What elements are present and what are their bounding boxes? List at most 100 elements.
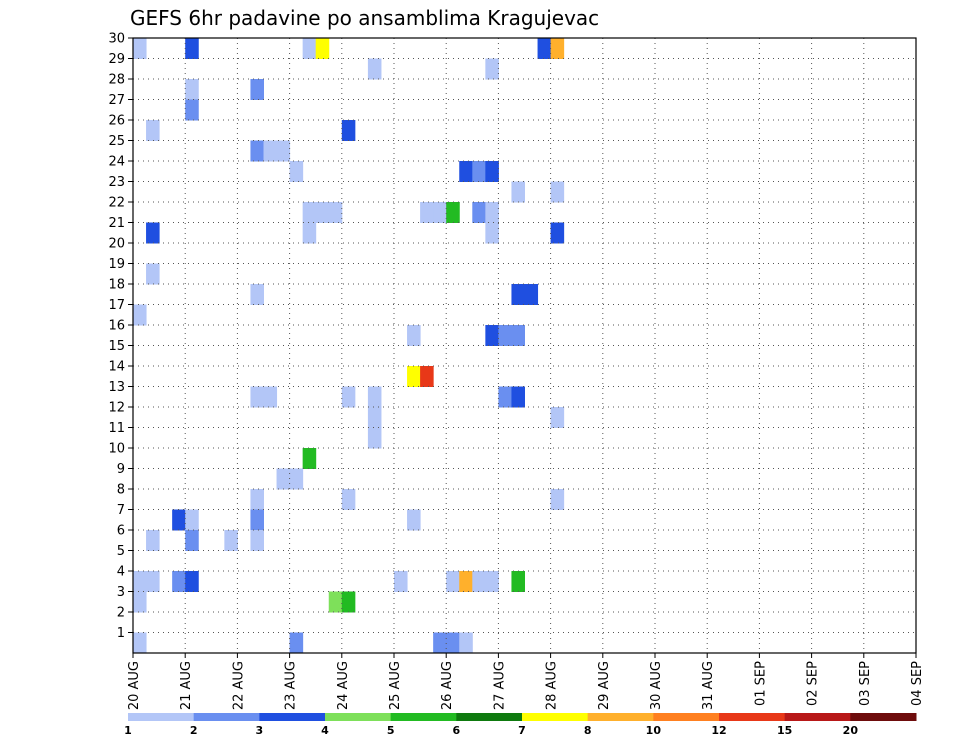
colorbar-label: 12: [711, 724, 726, 737]
heatmap-cell: [172, 571, 186, 592]
x-tick-label: 04 SEP: [910, 661, 925, 706]
heatmap-cell: [524, 284, 539, 305]
heatmap-cell: [185, 79, 199, 100]
x-tick-label: 03 SEP: [858, 661, 873, 706]
heatmap-cell: [550, 222, 565, 244]
y-tick-label: 29: [108, 52, 125, 67]
colorbar-label: 2: [190, 724, 198, 737]
heatmap-cell: [315, 38, 330, 59]
y-tick-label: 10: [108, 442, 125, 457]
heatmap-cell: [420, 366, 434, 387]
y-tick-label: 5: [117, 544, 125, 559]
heatmap-cell: [485, 571, 499, 592]
y-tick-label: 4: [117, 565, 125, 580]
x-tick-label: 20 AUG: [127, 661, 142, 710]
heatmap-cell: [250, 284, 264, 305]
heatmap-cell: [289, 161, 304, 182]
heatmap-cell: [172, 509, 186, 531]
y-tick-label: 15: [108, 339, 125, 354]
heatmap-cell: [537, 38, 552, 59]
heatmap-cell: [302, 448, 317, 469]
colorbar-segment: [653, 713, 720, 721]
y-tick-label: 12: [108, 401, 125, 416]
heatmap-cell: [250, 79, 264, 100]
x-tick-label: 26 AUG: [440, 661, 455, 710]
heatmap-cell: [511, 386, 525, 408]
grid-layer: [133, 38, 916, 653]
heatmap-cell: [146, 263, 160, 285]
colorbar-segment: [390, 713, 457, 721]
heatmap-cell: [485, 58, 499, 80]
y-tick-label: 1: [117, 626, 125, 641]
y-tick-label: 3: [117, 585, 125, 600]
heatmap-cell: [341, 120, 356, 141]
y-tick-label: 2: [117, 606, 125, 621]
heatmap-cell: [289, 468, 304, 490]
x-tick-label: 02 SEP: [806, 661, 821, 706]
heatmap-cell: [302, 222, 317, 244]
y-tick-label: 16: [108, 319, 125, 334]
heatmap-cell: [550, 181, 565, 203]
heatmap-cell: [185, 530, 199, 551]
x-tick-label: 31 AUG: [701, 661, 716, 710]
colorbar-segment: [522, 713, 589, 721]
x-tick-label: 23 AUG: [284, 661, 299, 710]
chart-title: GEFS 6hr padavine po ansamblima Kragujev…: [130, 6, 600, 30]
x-tick-label: 24 AUG: [336, 661, 351, 710]
heatmap-cell: [263, 386, 278, 408]
heatmap-cell: [367, 58, 382, 80]
colorbar-segment: [587, 713, 654, 721]
x-tick-label: 27 AUG: [492, 661, 507, 710]
heatmap-cell: [276, 140, 291, 162]
colorbar-segment: [784, 713, 851, 721]
y-tick-label: 14: [108, 360, 125, 375]
y-tick-label: 17: [108, 298, 125, 313]
heatmap-cell: [459, 571, 473, 592]
heatmap-cell: [185, 38, 199, 59]
heatmap-cell: [328, 591, 343, 613]
heatmap-cell: [250, 530, 264, 551]
x-tick-label: 22 AUG: [231, 661, 246, 710]
colorbar-label: 7: [518, 724, 526, 737]
colorbar-label: 6: [453, 724, 461, 737]
heatmap-cell: [498, 325, 512, 346]
y-tick-label: 23: [108, 175, 125, 190]
y-tick-label: 21: [108, 216, 125, 231]
x-tick-label: 28 AUG: [545, 661, 560, 710]
heatmap-cell: [133, 304, 147, 326]
x-tick-label: 29 AUG: [597, 661, 612, 710]
heatmap-cell: [302, 202, 317, 223]
heatmap-cell: [472, 571, 486, 592]
colorbar-label: 15: [777, 724, 792, 737]
x-tick-label: 25 AUG: [388, 661, 403, 710]
heatmap-cell: [146, 222, 160, 244]
y-tick-label: 11: [108, 421, 125, 436]
heatmap-cell: [511, 284, 525, 305]
y-tick-label: 25: [108, 134, 125, 149]
heatmap-cell: [250, 509, 264, 531]
colorbar-segment: [259, 713, 326, 721]
heatmap-cell: [433, 202, 447, 223]
y-axis: 1234567891011121314151617181920212223242…: [108, 32, 133, 641]
heatmap-cell: [446, 571, 460, 592]
heatmap-cell: [133, 632, 147, 654]
heatmap-cell: [146, 571, 160, 592]
colorbar: 1 2 3 4 5 6 7 8 10 12 15 20: [124, 713, 917, 737]
y-tick-label: 20: [108, 237, 125, 252]
heatmap-cell: [302, 38, 317, 59]
colorbar-segment: [193, 713, 260, 721]
colorbar-label: 5: [387, 724, 395, 737]
colorbar-label: 8: [584, 724, 592, 737]
x-axis: 20 AUG 21 AUG 22 AUG 23 AUG 24 AUG 25 AUG 26 A…: [127, 653, 925, 710]
y-tick-label: 26: [108, 114, 125, 129]
y-tick-label: 7: [117, 503, 125, 518]
heatmap-cell: [250, 489, 264, 510]
heatmap-cell: [446, 202, 460, 223]
heatmap-cell: [420, 202, 434, 223]
heatmap-cell: [224, 530, 238, 551]
heatmap-cell: [407, 325, 421, 346]
colorbar-segment: [325, 713, 392, 721]
heatmap-cell: [185, 509, 199, 531]
y-tick-label: 22: [108, 196, 125, 211]
